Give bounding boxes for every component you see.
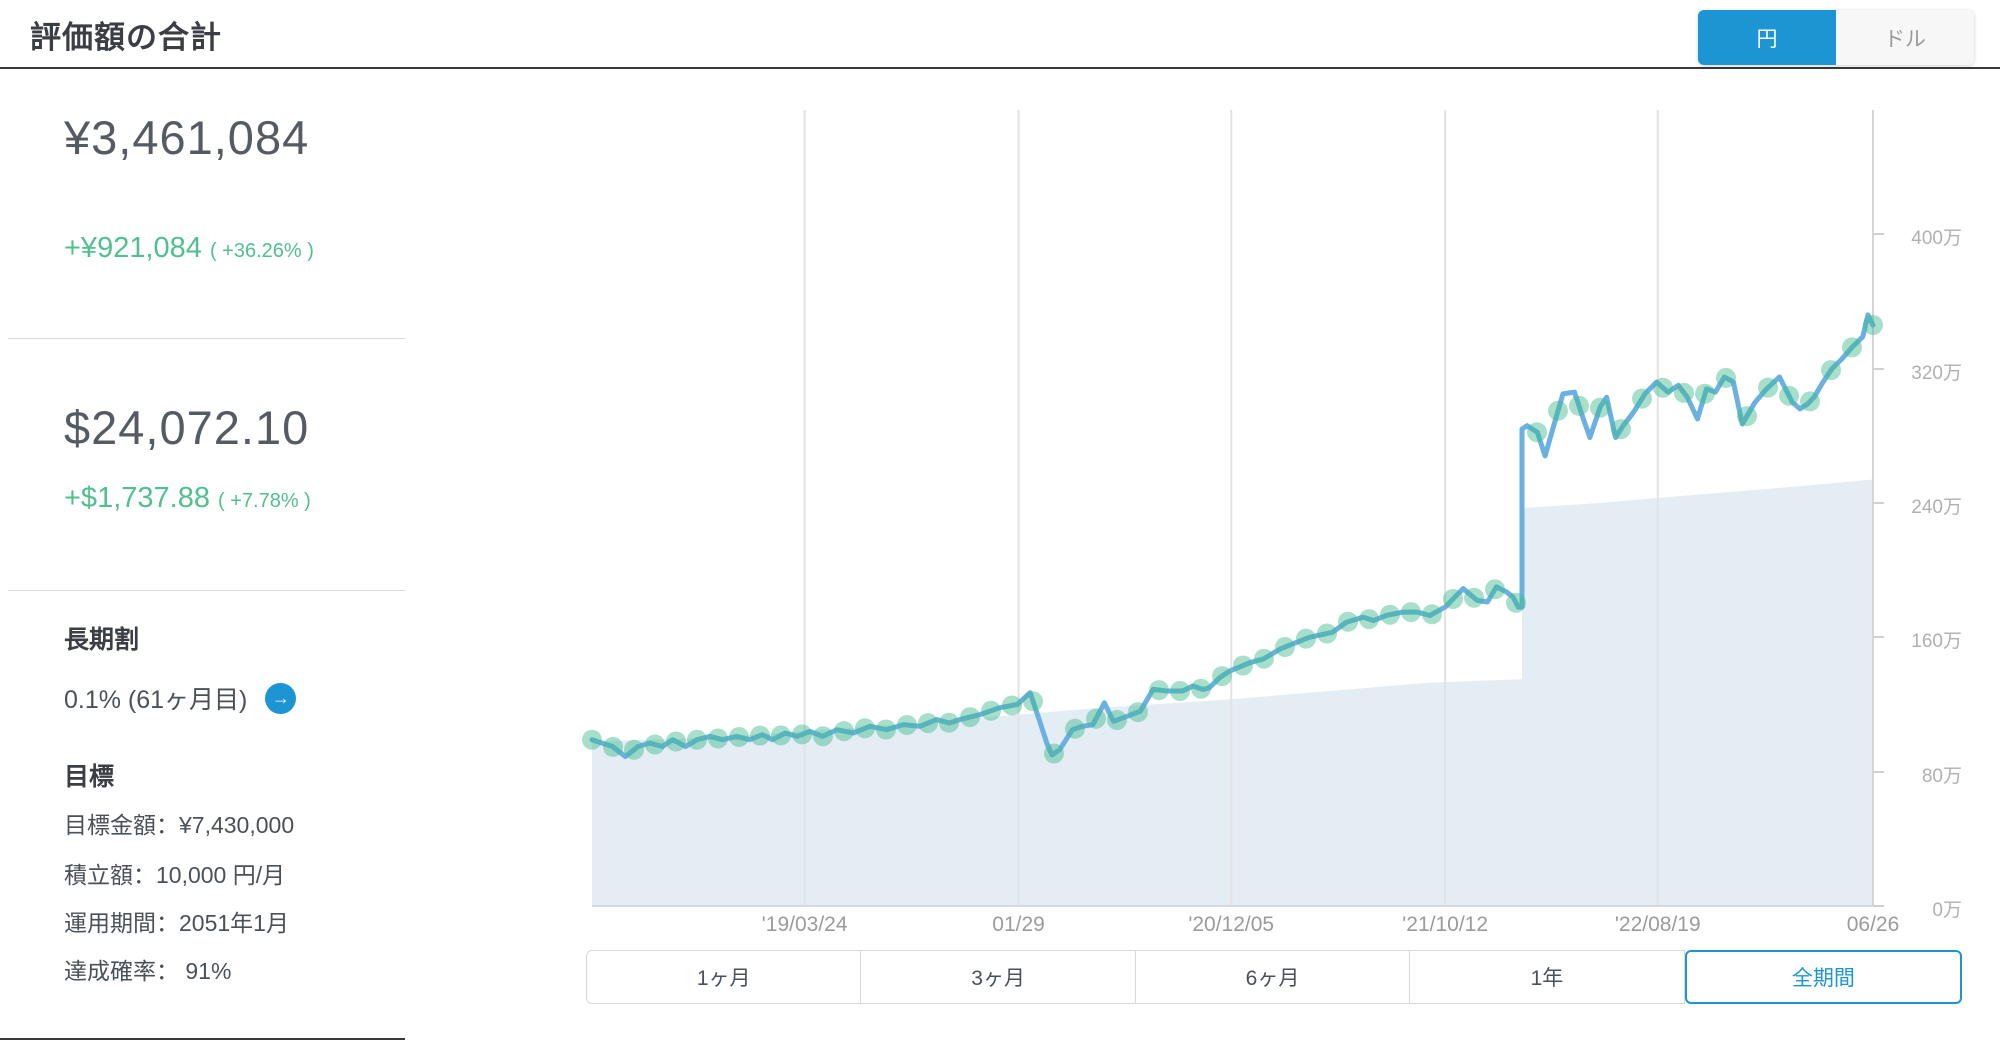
y-tick-label: 400万 <box>1911 228 1962 250</box>
y-tick-label: 0万 <box>1932 900 1962 921</box>
goal-period: 運用期間：2051年1月 <box>64 910 289 936</box>
x-tick-label: 01/29 <box>992 913 1045 936</box>
summary-divider-1 <box>8 338 405 339</box>
toggle-yen-button[interactable]: 円 <box>1698 10 1836 65</box>
y-tick-label: 160万 <box>1911 631 1962 653</box>
long-term-discount-value: 0.1% (61ヶ月目) <box>64 686 248 714</box>
toggle-dollar-button[interactable]: ドル <box>1836 10 1974 65</box>
x-tick-label: 06/26 <box>1846 913 1900 936</box>
y-tick-label: 320万 <box>1911 362 1962 384</box>
range-button-1year[interactable]: 1年 <box>1410 950 1685 1004</box>
goal-monthly-deposit: 積立額：10,000 円/月 <box>64 862 286 888</box>
y-tick-mark <box>1873 770 1884 773</box>
goal-target-amount: 目標金額：¥7,430,000 <box>64 812 295 838</box>
page-title: 評価額の合計 <box>30 20 222 55</box>
y-tick-mark <box>1873 233 1884 236</box>
yen-gain-amount: +¥921,084 <box>64 232 202 264</box>
y-tick-label: 240万 <box>1911 496 1962 518</box>
title-divider <box>0 67 2000 69</box>
y-tick-mark <box>1873 905 1884 907</box>
currency-toggle: 円 ドル <box>1698 10 1974 65</box>
goal-heading: 目標 <box>64 763 115 791</box>
x-tick-label: '21/10/12 <box>1402 913 1489 936</box>
chart-svg <box>582 110 1883 906</box>
usd-gain-percent: ( +7.78% ) <box>218 490 311 512</box>
long-term-discount-heading: 長期割 <box>64 626 140 654</box>
usd-total-value: $24,072.10 <box>64 401 310 454</box>
y-tick-mark <box>1873 636 1884 639</box>
yen-gain: +¥921,084 ( +36.26% ) <box>64 232 314 265</box>
valuation-chart[interactable] <box>582 110 1883 906</box>
x-tick-label: '20/12/05 <box>1188 913 1275 936</box>
summary-divider-2 <box>8 590 405 591</box>
usd-gain-amount: +$1,737.88 <box>64 482 210 514</box>
x-tick-label: '22/08/19 <box>1614 913 1701 936</box>
section-bottom-divider <box>0 1038 405 1040</box>
range-button-6months[interactable]: 6ヶ月 <box>1135 950 1411 1004</box>
yen-gain-percent: ( +36.26% ) <box>209 240 314 262</box>
yen-total-value: ¥3,461,084 <box>64 111 310 164</box>
range-button-all[interactable]: 全期間 <box>1684 950 1963 1004</box>
long-term-discount-row: 0.1% (61ヶ月目) → <box>64 680 297 716</box>
y-tick-mark <box>1873 501 1884 504</box>
right-arrow-icon[interactable]: → <box>265 682 297 714</box>
usd-gain: +$1,737.88 ( +7.78% ) <box>64 482 311 515</box>
range-button-3months[interactable]: 3ヶ月 <box>861 950 1136 1004</box>
range-button-1month[interactable]: 1ヶ月 <box>586 950 862 1004</box>
x-axis-line <box>592 905 1884 907</box>
goal-probability: 達成確率： 91% <box>64 958 232 984</box>
range-button-row: 1ヶ月 3ヶ月 6ヶ月 1年 全期間 <box>586 950 1963 1004</box>
y-tick-mark <box>1873 367 1884 370</box>
x-tick-label: '19/03/24 <box>761 913 848 936</box>
y-tick-label: 80万 <box>1921 765 1962 787</box>
